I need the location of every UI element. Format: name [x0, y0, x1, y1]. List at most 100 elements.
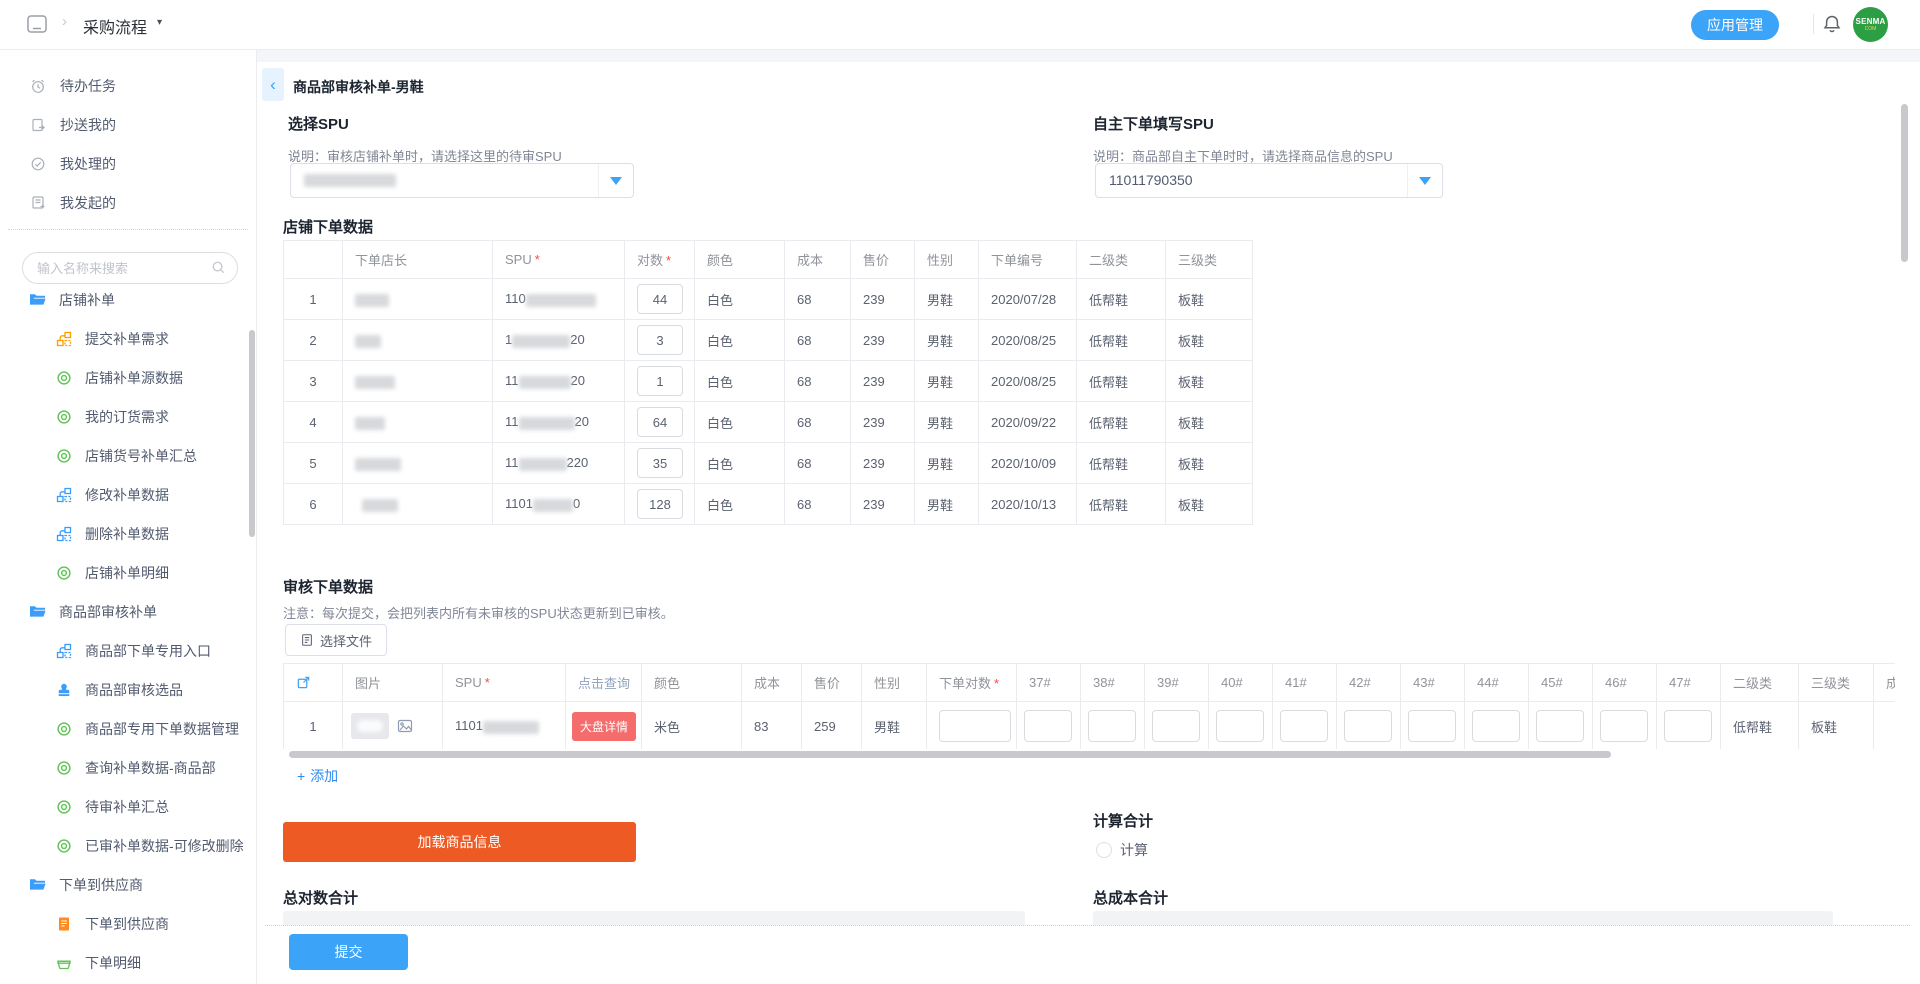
- self-spu-note: 说明：商品部自主下单时时，请选择商品信息的SPU: [1093, 149, 1393, 164]
- choose-file-button[interactable]: 选择文件: [285, 624, 388, 656]
- plus-icon: +: [297, 768, 306, 784]
- color-cell: 白色: [694, 319, 785, 361]
- col-index: [283, 240, 343, 279]
- col-size: 44#: [1464, 663, 1529, 702]
- col-cat3: 三级类: [1165, 240, 1253, 279]
- title-caret-icon[interactable]: ▾: [157, 17, 163, 28]
- product-thumbnail[interactable]: [351, 713, 389, 739]
- order-no-cell: 2020/10/09: [978, 442, 1077, 484]
- pairs-input[interactable]: [637, 407, 683, 437]
- search-input[interactable]: [22, 252, 238, 284]
- submit-button[interactable]: 提交: [289, 934, 408, 970]
- sidebar-folder-merch-review[interactable]: 商品部审核补单: [0, 592, 256, 631]
- sidebar-item-pending-review-summary[interactable]: 待审补单汇总: [0, 787, 256, 826]
- size-input[interactable]: [1024, 710, 1072, 742]
- sidebar-item-merch-review-select[interactable]: 商品部审核选品: [0, 670, 256, 709]
- load-product-info-button[interactable]: 加载商品信息: [283, 822, 636, 862]
- cost-cell: 68: [784, 442, 851, 484]
- spu-cell: 11 20: [492, 401, 625, 443]
- pairs-input[interactable]: [637, 284, 683, 314]
- pairs-input[interactable]: [637, 489, 683, 519]
- sidebar-item-merch-order-entry[interactable]: 商品部下单专用入口: [0, 631, 256, 670]
- sidebar-divider: [8, 229, 248, 230]
- size-cell: [1272, 701, 1337, 749]
- size-input[interactable]: [1088, 710, 1136, 742]
- sidebar-item-delete-replenish-data[interactable]: 删除补单数据: [0, 514, 256, 553]
- size-input[interactable]: [1344, 710, 1392, 742]
- size-input[interactable]: [1536, 710, 1584, 742]
- order-pairs-input[interactable]: [939, 710, 1011, 742]
- size-input[interactable]: [1408, 710, 1456, 742]
- sidebar-item-handled-by-me[interactable]: 我处理的: [0, 144, 256, 183]
- window-icon[interactable]: [26, 14, 48, 34]
- add-row-link[interactable]: + 添加: [297, 768, 339, 784]
- pairs-cell: [624, 401, 695, 443]
- col-price: 售价: [801, 663, 862, 702]
- sidebar-item-shop-sku-summary[interactable]: 店铺货号补单汇总: [0, 436, 256, 475]
- pairs-input[interactable]: [637, 325, 683, 355]
- col-size: 43#: [1400, 663, 1465, 702]
- color-cell: 白色: [694, 483, 785, 525]
- sidebar-folder-order-to-supplier[interactable]: 下单到供应商: [0, 865, 256, 904]
- sidebar-item-shop-replenish-source[interactable]: 店铺补单源数据: [0, 358, 256, 397]
- size-input[interactable]: [1664, 710, 1712, 742]
- size-input[interactable]: [1280, 710, 1328, 742]
- sidebar-item-shop-replenish-detail[interactable]: 店铺补单明细: [0, 553, 256, 592]
- sidebar-item-edit-replenish-data[interactable]: 修改补单数据: [0, 475, 256, 514]
- size-input[interactable]: [1600, 710, 1648, 742]
- calc-radio[interactable]: 计算: [1096, 840, 1148, 860]
- horizontal-scrollbar[interactable]: [289, 751, 1611, 758]
- calc-total-title: 计算合计: [1093, 813, 1154, 830]
- sidebar-item-query-replenish-data[interactable]: 查询补单数据-商品部: [0, 748, 256, 787]
- market-detail-button[interactable]: 大盘详情: [572, 711, 637, 741]
- sidebar-item-order-to-supplier[interactable]: 下单到供应商: [0, 904, 256, 943]
- target-icon: [56, 565, 72, 581]
- app-manage-button[interactable]: 应用管理: [1691, 10, 1779, 40]
- image-preview-icon[interactable]: [397, 718, 413, 734]
- size-input[interactable]: [1216, 710, 1264, 742]
- size-cell: [1016, 701, 1081, 749]
- sidebar-folder-shop-replenish[interactable]: 店铺补单: [0, 280, 256, 319]
- bell-icon[interactable]: [1822, 14, 1842, 34]
- cat3-cell: 板鞋: [1165, 442, 1253, 484]
- sidebar-item-cc-to-me[interactable]: 抄送我的: [0, 105, 256, 144]
- target-icon: [56, 799, 72, 815]
- pairs-input[interactable]: [637, 448, 683, 478]
- sidebar-item-todo-tasks[interactable]: 待办任务: [0, 66, 256, 105]
- sidebar-item-reviewed-data-editable[interactable]: 已审补单数据-可修改删除: [0, 826, 256, 865]
- sidebar-item-order-detail[interactable]: 下单明细: [0, 943, 256, 982]
- app-title[interactable]: 采购流程: [83, 20, 148, 37]
- col-order-no: 下单编号: [978, 240, 1077, 279]
- sidebar-item-my-order-demand[interactable]: 我的订货需求: [0, 397, 256, 436]
- folder-icon: [29, 292, 46, 307]
- sidebar-item-submit-replenish[interactable]: 提交补单需求: [0, 319, 256, 358]
- select-spu-dropdown[interactable]: [290, 163, 634, 198]
- sidebar-scrollbar[interactable]: [249, 330, 255, 537]
- sidebar-item-merch-order-data-mgmt[interactable]: 商品部专用下单数据管理: [0, 709, 256, 748]
- basket-icon: [56, 955, 72, 971]
- col-cat3: 三级类: [1798, 663, 1874, 702]
- col-size: 37#: [1016, 663, 1081, 702]
- price-cell: 239: [850, 401, 915, 443]
- pairs-input[interactable]: [637, 366, 683, 396]
- external-link-icon[interactable]: [296, 675, 342, 690]
- color-cell: 白色: [694, 401, 785, 443]
- self-spu-dropdown[interactable]: 11011790350: [1095, 163, 1443, 198]
- manager-cell: [342, 442, 493, 484]
- size-input[interactable]: [1472, 710, 1520, 742]
- target-icon: [56, 370, 72, 386]
- sidebar-item-started-by-me[interactable]: 我发起的: [0, 183, 256, 222]
- gender-cell: 男鞋: [914, 360, 979, 402]
- back-button[interactable]: ‹: [262, 68, 284, 101]
- radio-icon: [1096, 842, 1112, 858]
- gender-cell: 男鞋: [914, 401, 979, 443]
- col-query: 点击查询: [565, 663, 642, 702]
- shop-order-table: 下单店长 SPU * 对数 * 颜色 成本 售价 性别 下单编号 二级类 三级类 1…: [283, 240, 1253, 525]
- vertical-scrollbar[interactable]: [1901, 104, 1908, 262]
- flow-icon-blue: [56, 643, 72, 659]
- avatar[interactable]: SENMA COM: [1853, 7, 1888, 42]
- main-top-strip: [257, 49, 1920, 62]
- size-input[interactable]: [1152, 710, 1200, 742]
